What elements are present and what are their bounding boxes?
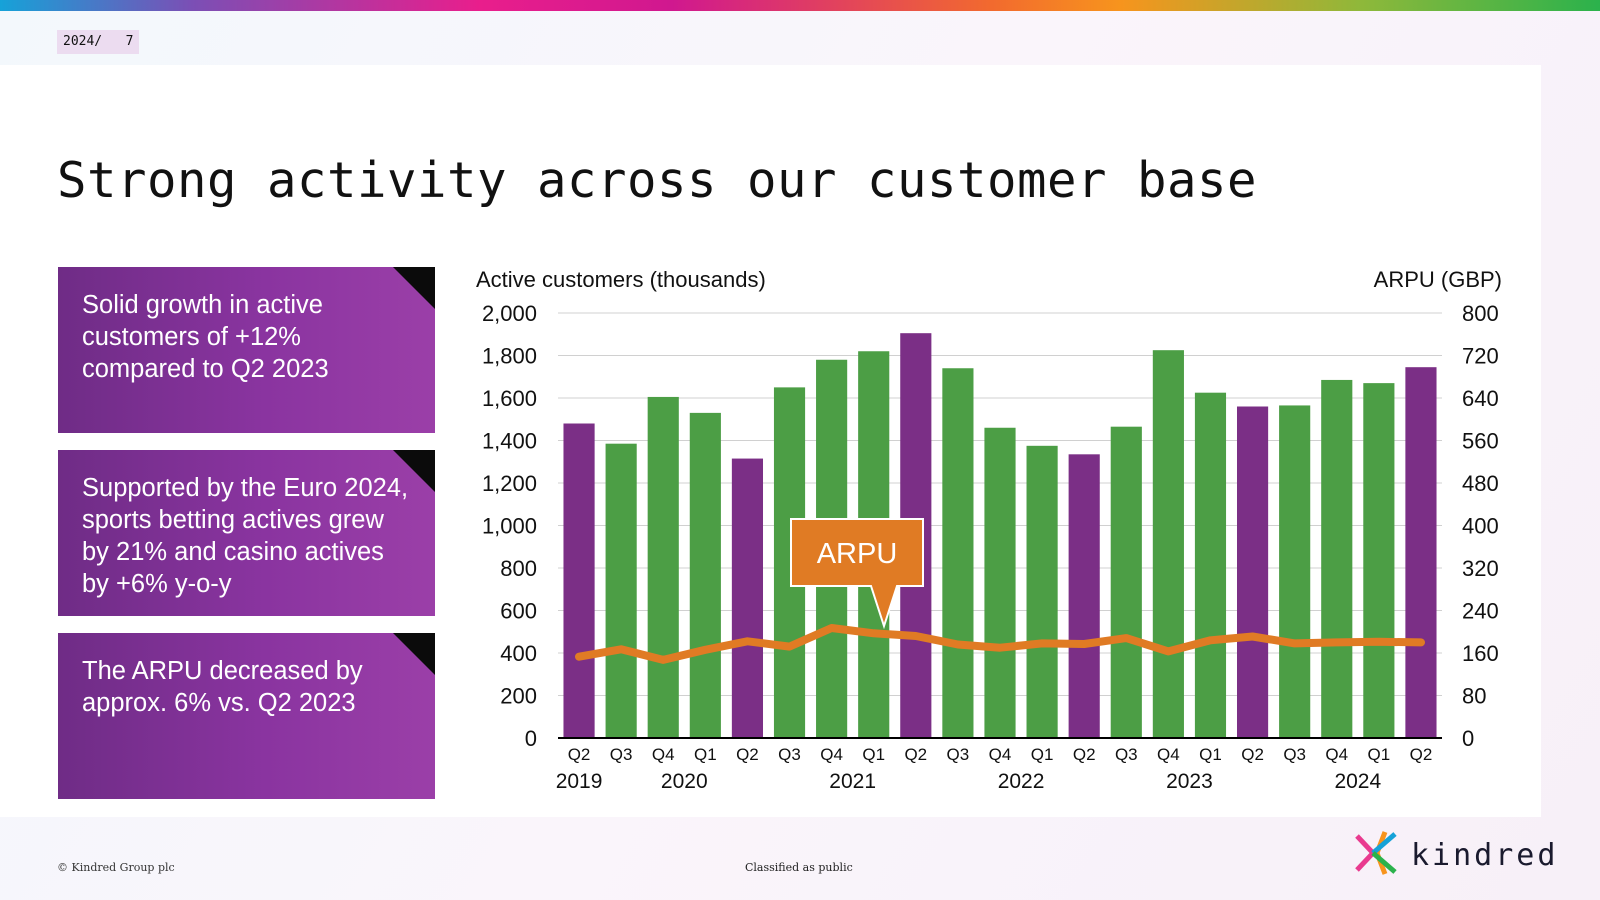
x-tick-label: Q2 (736, 745, 759, 764)
arpu-callout-label: ARPU (817, 538, 898, 570)
kindred-logo-icon (1355, 831, 1397, 875)
y-axis-title: Active customers (thousands) (476, 267, 766, 292)
bar-0 (563, 423, 595, 738)
arpu-callout-box (790, 518, 924, 630)
bar-2 (647, 396, 679, 738)
arpu-line (575, 624, 1425, 664)
brand-wordmark: kindred (1411, 838, 1559, 873)
arpu-polyline (575, 624, 1425, 664)
x-tick-label: Q4 (1157, 745, 1180, 764)
y2-tick-label: 720 (1462, 344, 1499, 369)
bar-14 (1152, 350, 1184, 738)
y2-tick-label: 80 (1462, 684, 1486, 709)
bar-11 (1026, 445, 1058, 738)
year-label: 2021 (829, 770, 876, 793)
bar-19 (1363, 383, 1395, 738)
y-ticks: 0 200 400 600 800 1,000 1,200 1,400 1,600 1,800 2,… (482, 301, 537, 751)
x-tick-label: Q3 (1115, 745, 1138, 764)
y2-ticks: 0 80 160 240 320 400 480 560 640 720 800 (1462, 301, 1499, 751)
x-tick-label: Q1 (1368, 745, 1391, 764)
x-tick-label: Q4 (989, 745, 1012, 764)
y-tick-label: 2,000 (482, 301, 537, 326)
x-tick-label: Q4 (652, 745, 675, 764)
bullet-text: Solid growth in active customers of +12%… (82, 291, 329, 383)
x-tick-label: Q2 (1241, 745, 1264, 764)
bar-17 (1279, 405, 1311, 738)
y2-tick-label: 480 (1462, 471, 1499, 496)
x-tick-label: Q1 (694, 745, 717, 764)
year-label: 2022 (998, 770, 1045, 793)
x-tick-label: Q2 (904, 745, 927, 764)
bar-20 (1405, 367, 1437, 738)
x-tick-label: Q3 (778, 745, 801, 764)
corner-triangle (393, 267, 435, 309)
corner-triangle (393, 450, 435, 492)
classification-label: Classified as public (745, 861, 853, 874)
y-tick-label: 1,200 (482, 471, 537, 496)
bullet-text: Supported by the Euro 2024, sports betti… (82, 474, 409, 598)
bars (563, 333, 1437, 738)
x-tick-label: Q1 (862, 745, 885, 764)
y2-tick-label: 400 (1462, 514, 1499, 539)
x-ticks: Q2 Q3 Q4 Q1 Q2 Q3 Q4 Q1 Q2 Q3 Q4 Q1 Q2 Q3 Q4 Q1 Q2 Q3 Q4 Q1… (568, 745, 1433, 764)
year-label: 2024 (1334, 770, 1381, 793)
bullet-box-growth: Solid growth in active customers of +12%… (58, 267, 435, 433)
page-tag: 2024/ 7 (57, 30, 140, 54)
bar-18 (1321, 379, 1353, 738)
x-tick-label: Q4 (820, 745, 843, 764)
y2-tick-label: 160 (1462, 641, 1499, 666)
bar-16 (1236, 406, 1269, 738)
bullet-box-arpu: The ARPU decreased by approx. 6% vs. Q2 … (58, 633, 435, 799)
brand-gradient-bar (0, 0, 1600, 11)
bar-10 (984, 427, 1016, 738)
bar-1 (605, 443, 637, 738)
x-tick-label: Q4 (1325, 745, 1348, 764)
bar-4 (731, 458, 764, 738)
y2-tick-label: 560 (1462, 429, 1499, 454)
y-tick-label: 1,600 (482, 386, 537, 411)
arpu-callout: ARPU (790, 518, 924, 630)
y-tick-label: 1,400 (482, 429, 537, 454)
year-labels: 2019 2020 2021 2022 2023 2024 (556, 770, 1382, 793)
y-tick-label: 600 (500, 599, 537, 624)
y2-tick-label: 800 (1462, 301, 1499, 326)
x-tick-label: Q3 (947, 745, 970, 764)
y-tick-label: 1,800 (482, 344, 537, 369)
y-tick-label: 400 (500, 641, 537, 666)
x-tick-label: Q1 (1031, 745, 1054, 764)
bar-3 (689, 412, 721, 738)
y-tick-label: 1,000 (482, 514, 537, 539)
y-tick-label: 200 (500, 684, 537, 709)
y2-tick-label: 320 (1462, 556, 1499, 581)
x-tick-label: Q2 (568, 745, 591, 764)
x-tick-label: Q3 (1283, 745, 1306, 764)
bar-15 (1194, 392, 1227, 738)
y-tick-label: 800 (500, 556, 537, 581)
y-tick-label: 0 (525, 726, 537, 751)
x-tick-label: Q3 (610, 745, 633, 764)
bar-9 (942, 368, 974, 738)
y2-tick-label: 0 (1462, 726, 1474, 751)
bullet-text: The ARPU decreased by approx. 6% vs. Q2 … (82, 657, 363, 717)
bar-13 (1110, 426, 1142, 738)
page-title: Strong activity across our customer base (57, 152, 1258, 209)
corner-triangle (393, 633, 435, 675)
y2-axis-title: ARPU (GBP) (1374, 267, 1502, 292)
x-tick-label: Q2 (1410, 745, 1433, 764)
year-label: 2019 (556, 770, 603, 793)
year-label: 2023 (1166, 770, 1213, 793)
bar-12 (1068, 454, 1100, 738)
bullet-box-euro: Supported by the Euro 2024, sports betti… (58, 450, 435, 616)
y2-tick-label: 240 (1462, 599, 1499, 624)
x-tick-label: Q1 (1199, 745, 1222, 764)
year-label: 2020 (661, 770, 708, 793)
copyright: © Kindred Group plc (57, 861, 175, 874)
y2-tick-label: 640 (1462, 386, 1499, 411)
x-tick-label: Q2 (1073, 745, 1096, 764)
